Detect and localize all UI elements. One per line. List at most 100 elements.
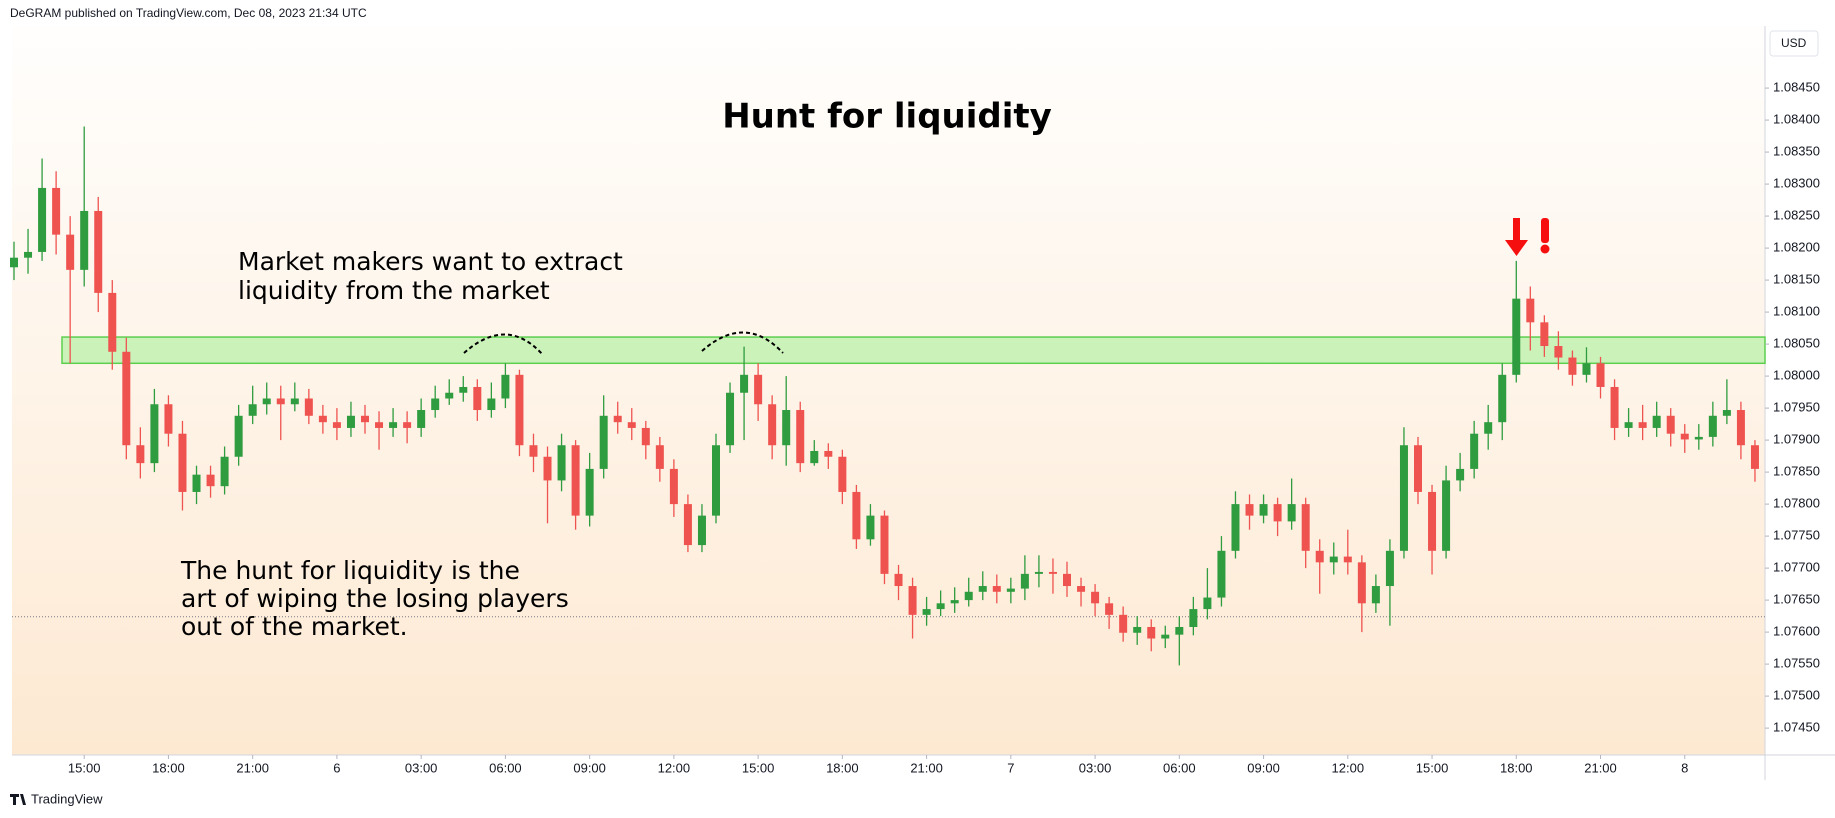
candle-body <box>740 374 749 393</box>
candle-body <box>136 445 145 464</box>
candle-body <box>1133 626 1142 633</box>
candle-body <box>375 422 384 428</box>
candle-body <box>1596 363 1605 387</box>
y-tick-label: 1.08050 <box>1773 336 1820 351</box>
currency-label[interactable]: USD <box>1781 36 1807 50</box>
y-tick-label: 1.08350 <box>1773 144 1820 159</box>
candle-body <box>1568 357 1577 375</box>
candle-body <box>290 398 299 405</box>
candle-body <box>234 415 243 457</box>
candle-body <box>1610 386 1619 428</box>
y-tick-label: 1.08200 <box>1773 240 1820 255</box>
candle-body <box>852 491 861 540</box>
candle-body <box>1245 504 1254 516</box>
red-exclamation <box>1540 218 1550 254</box>
candle-body <box>641 427 650 446</box>
candle-body <box>1624 422 1633 428</box>
y-tick-label: 1.07900 <box>1773 432 1820 447</box>
liquidity-zone <box>61 336 1766 365</box>
candle-body <box>1273 504 1282 522</box>
candle-body <box>361 415 369 423</box>
currency-box[interactable] <box>1769 30 1819 57</box>
candle-body <box>178 433 187 492</box>
footer-text: TradingView <box>31 791 103 806</box>
y-tick-label: 1.07500 <box>1773 688 1820 703</box>
candle-body <box>1357 562 1366 604</box>
candle-body <box>1077 586 1086 592</box>
candle-body <box>1554 346 1563 358</box>
candle-body <box>1020 573 1029 589</box>
candle-body <box>431 398 440 411</box>
candle-body <box>599 415 608 469</box>
candle-body <box>894 573 903 587</box>
candle-body <box>1034 571 1043 574</box>
candle-body <box>1063 573 1071 587</box>
candle-body <box>94 210 103 293</box>
candle-body <box>1666 415 1675 434</box>
footer-logo <box>10 794 26 805</box>
candle-body <box>445 392 454 399</box>
x-tick-label: 21:00 <box>910 760 943 775</box>
candle-body <box>276 398 285 405</box>
candle-body <box>810 450 819 464</box>
x-tick-label: 09:00 <box>1247 760 1280 775</box>
candle-body <box>543 456 552 481</box>
candle-body <box>1301 504 1310 551</box>
candle-body <box>1091 591 1100 604</box>
candle-body <box>922 609 931 615</box>
candle-body <box>1329 556 1338 563</box>
candle-body <box>1428 491 1437 551</box>
candle-body <box>1526 298 1535 323</box>
candle-body <box>473 386 482 411</box>
candle-body <box>318 415 327 423</box>
candle-body <box>1217 550 1226 598</box>
candle-body <box>1147 626 1156 639</box>
candle-body <box>1582 363 1591 375</box>
y-tick-label: 1.08000 <box>1773 368 1820 383</box>
y-tick-label: 1.07800 <box>1773 496 1820 511</box>
candle-body <box>796 410 805 464</box>
candle-body <box>1048 571 1057 574</box>
candle-body <box>585 468 594 516</box>
annotation-line: liquidity from the market <box>238 276 550 305</box>
candle-body <box>627 422 636 428</box>
annotation-line: The hunt for liquidity is the <box>180 556 520 585</box>
y-tick-label: 1.08300 <box>1773 176 1820 191</box>
zone-layer <box>12 336 1766 618</box>
candle-body <box>782 410 791 446</box>
candle-body <box>683 504 692 546</box>
candle-body <box>1343 556 1352 563</box>
candle-body <box>726 392 735 446</box>
y-tick-label: 1.07600 <box>1773 624 1820 639</box>
candle-body <box>557 445 566 481</box>
x-tick-label: 03:00 <box>1079 760 1112 775</box>
candle-body <box>1736 410 1745 446</box>
candle-body <box>1189 609 1198 627</box>
candle-body <box>697 515 706 546</box>
chart-title: Hunt for liquidity <box>722 97 1052 137</box>
y-tick-label: 1.07700 <box>1773 560 1820 575</box>
x-tick-label: 06:00 <box>1163 760 1196 775</box>
candle-body <box>1540 322 1549 347</box>
candle-body <box>108 292 117 352</box>
y-tick-label: 1.07650 <box>1773 592 1820 607</box>
y-tick-label: 1.07550 <box>1773 656 1820 671</box>
candle-body <box>487 398 496 411</box>
header-text: DeGRAM published on TradingView.com, Dec… <box>10 6 367 20</box>
candles-layer <box>10 126 1759 666</box>
candle-body <box>1287 504 1296 522</box>
y-tick-label: 1.08100 <box>1773 304 1820 319</box>
dashed-arc <box>463 333 544 356</box>
candle-body <box>346 415 355 428</box>
x-tick-label: 15:00 <box>68 760 101 775</box>
candle-body <box>964 591 973 601</box>
x-tick-label: 03:00 <box>405 760 438 775</box>
x-tick-label: 06:00 <box>489 760 522 775</box>
candle-body <box>417 410 426 428</box>
candle-body <box>950 600 959 604</box>
candle-body <box>1638 422 1647 428</box>
candle-body <box>1750 445 1759 469</box>
plot-area <box>12 26 1765 755</box>
